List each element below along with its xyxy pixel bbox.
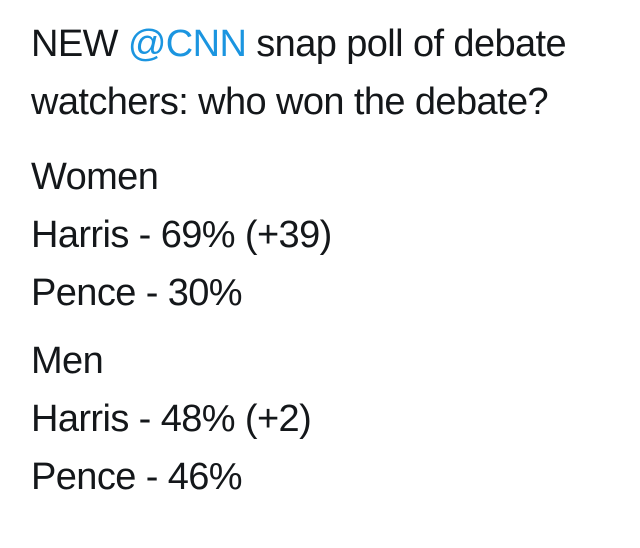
- result-women-pence: Pence - 30%: [31, 272, 243, 314]
- result-men-harris: Harris - 48% (+2): [31, 398, 312, 440]
- result-women-harris: Harris - 69% (+39): [31, 214, 332, 256]
- headline-suffix: snap poll of debate: [246, 23, 567, 65]
- mention-link-cnn[interactable]: @CNN: [127, 23, 247, 65]
- result-men-pence: Pence - 46%: [31, 456, 243, 498]
- group-heading-men: Men: [31, 340, 104, 382]
- tweet-headline-line-2: watchers: who won the debate?: [31, 81, 549, 123]
- tweet-text: NEW @CNN snap poll of debate watchers: w…: [31, 0, 631, 506]
- tweet-headline-line-1: NEW @CNN snap poll of debate: [31, 15, 631, 73]
- headline-prefix: NEW: [31, 23, 128, 65]
- group-heading-women: Women: [31, 156, 159, 198]
